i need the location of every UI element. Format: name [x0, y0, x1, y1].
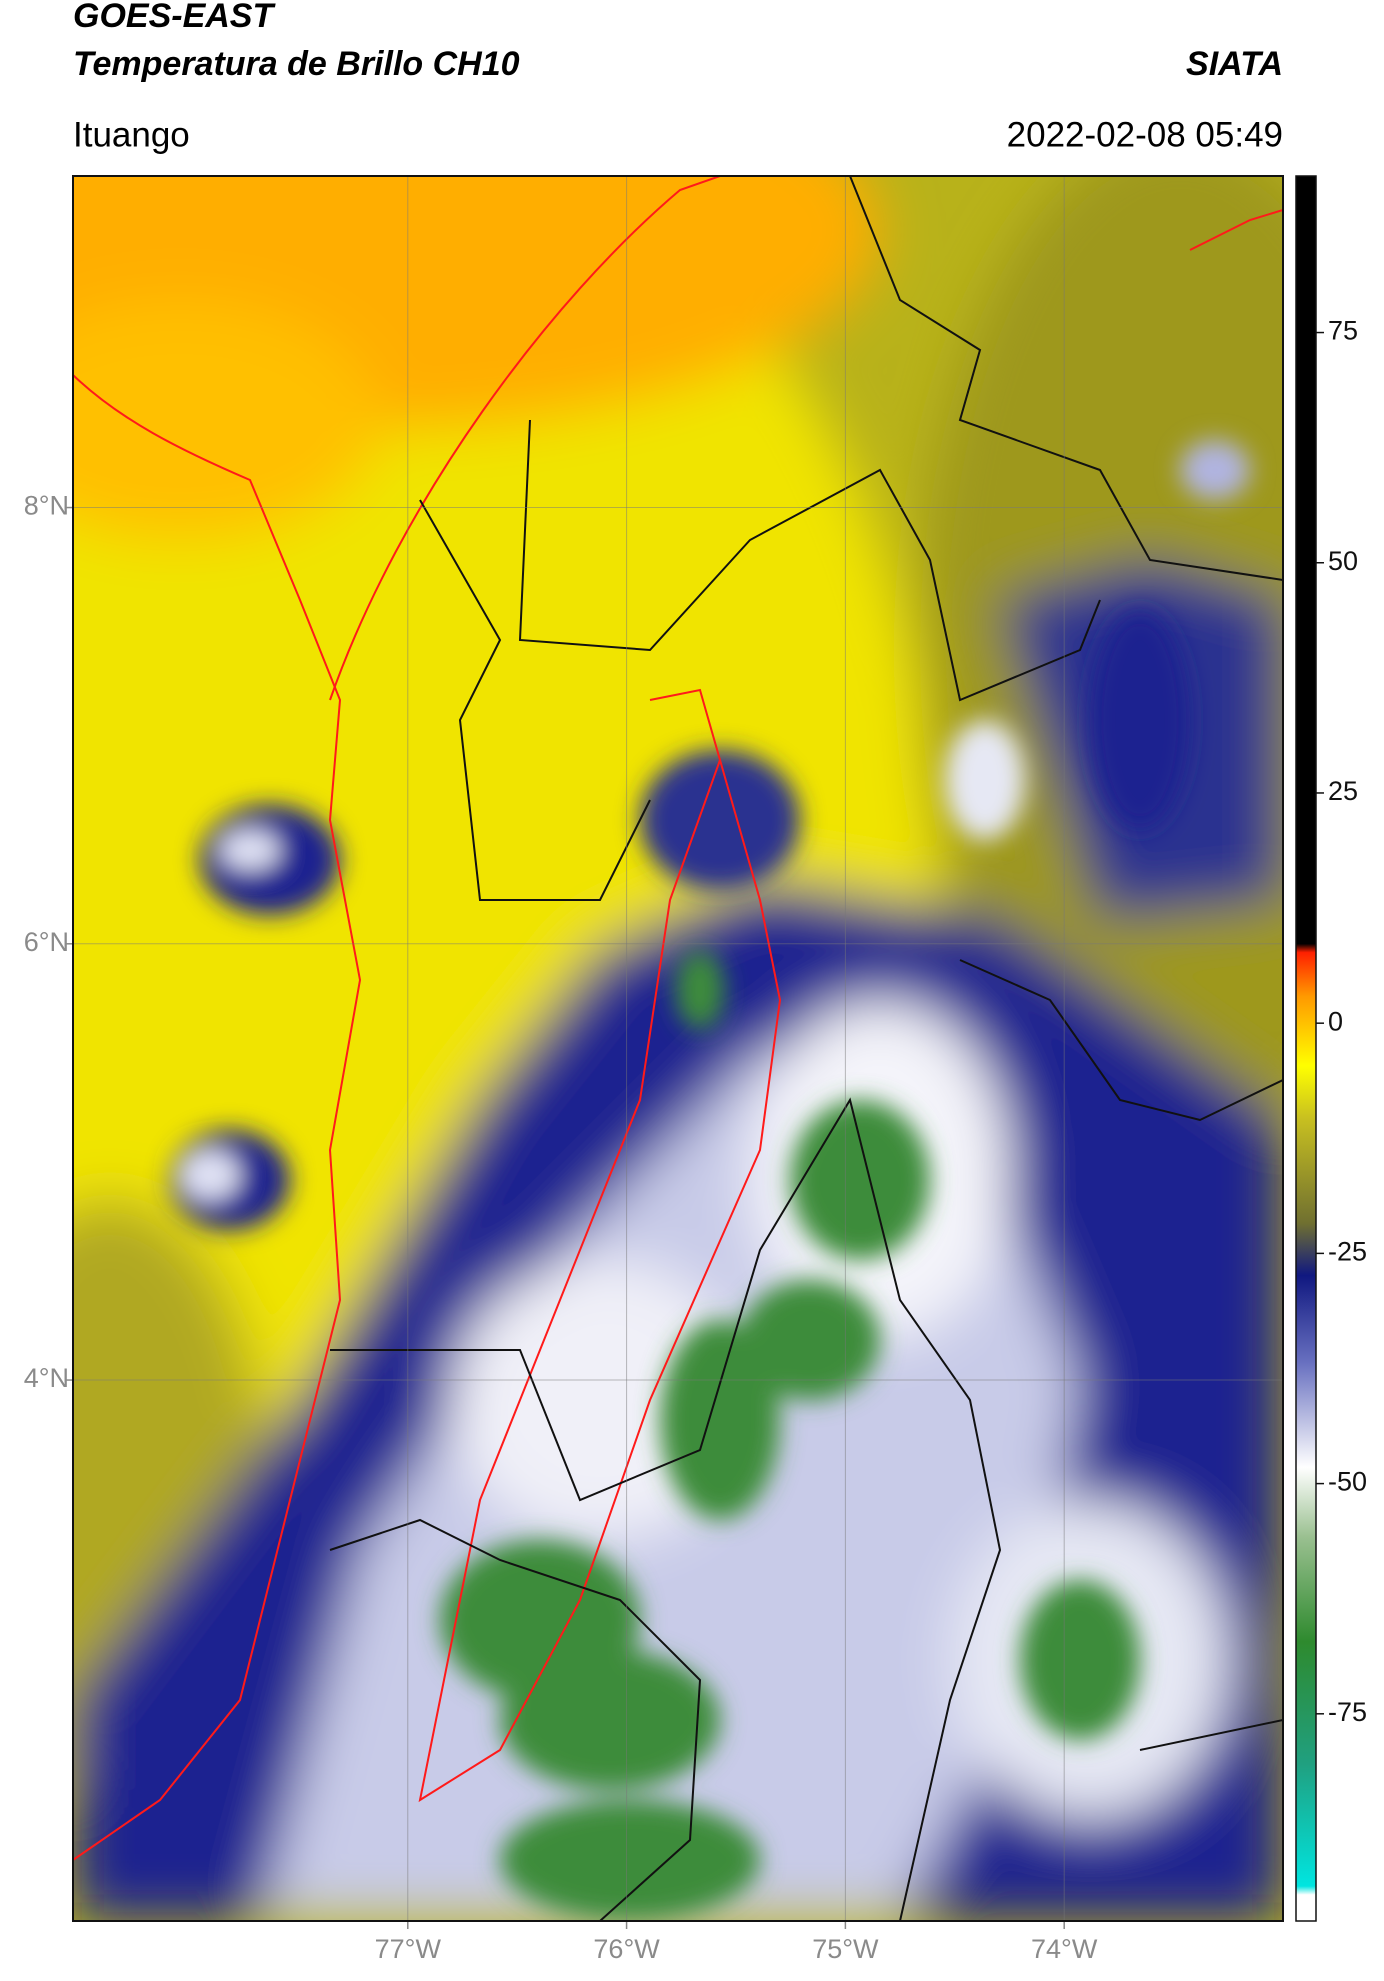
- map-frame: [72, 175, 1284, 1922]
- location: Ituango: [73, 115, 190, 154]
- lon-tick-label: 75°W: [812, 1934, 879, 1964]
- lon-tick-label: 76°W: [593, 1934, 660, 1964]
- colorbar-tick-label: -25: [1328, 1237, 1367, 1267]
- datetime: 2022-02-08 05:49: [1007, 115, 1283, 154]
- satellite-image: [73, 176, 1283, 1921]
- lon-tick-label: 77°W: [375, 1934, 442, 1964]
- colorbar-tick-label: 25: [1328, 776, 1358, 806]
- colorbar: [1295, 175, 1317, 1922]
- lon-tick-label: 74°W: [1031, 1934, 1098, 1964]
- brand: SIATA: [1186, 45, 1283, 83]
- lat-tick-label: 4°N: [24, 1363, 69, 1393]
- colorbar-tick-label: 0: [1328, 1006, 1343, 1036]
- title: GOES-EAST: [73, 0, 276, 35]
- lat-tick-label: 6°N: [24, 927, 69, 957]
- colorbar-tick-label: 50: [1328, 546, 1358, 576]
- borders: [73, 176, 1283, 1921]
- subtitle: Temperatura de Brillo CH10: [73, 45, 520, 83]
- lat-tick-label: 8°N: [24, 491, 69, 521]
- colorbar-tick-label: -75: [1328, 1697, 1367, 1727]
- colorbar-tick-label: 75: [1328, 316, 1358, 346]
- graticule: [65, 176, 1283, 1929]
- colorbar-tick-label: -50: [1328, 1467, 1367, 1497]
